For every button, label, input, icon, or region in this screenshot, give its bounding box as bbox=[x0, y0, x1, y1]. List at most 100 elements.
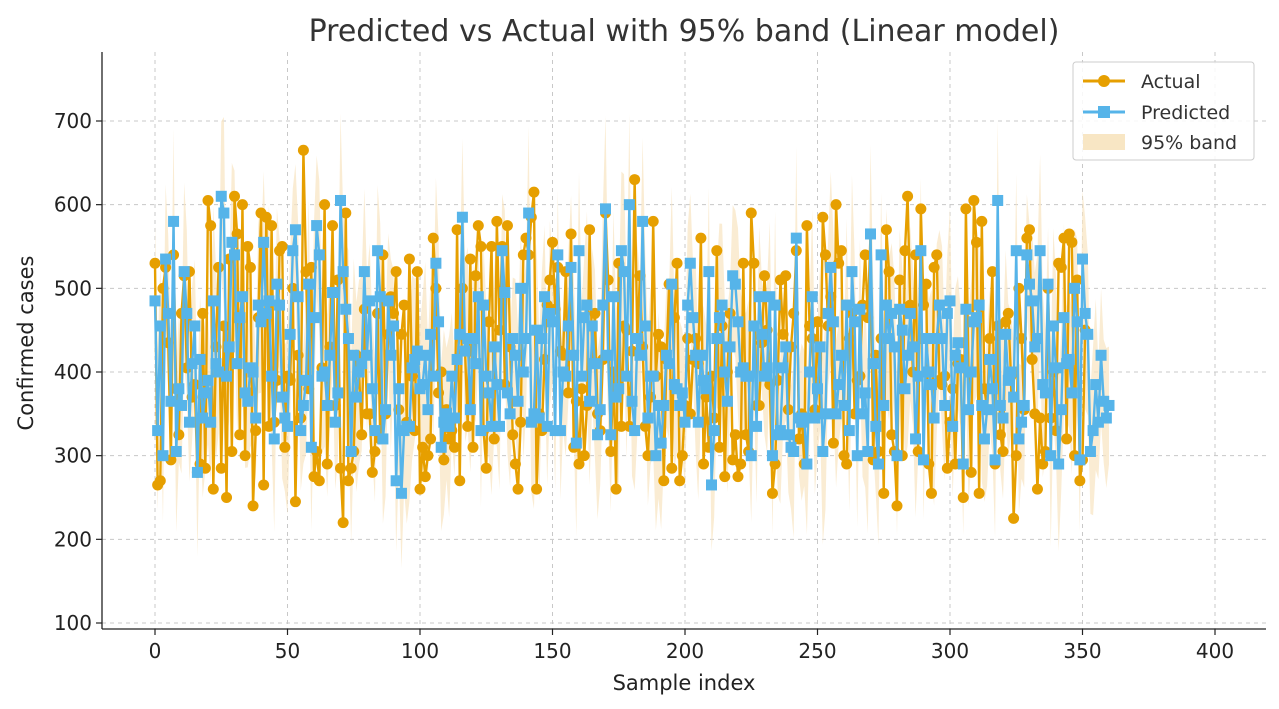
predicted-point bbox=[210, 358, 222, 370]
predicted-point bbox=[393, 383, 405, 395]
predicted-point bbox=[753, 291, 765, 303]
predicted-point bbox=[957, 458, 969, 470]
y-tick-label: 100 bbox=[54, 611, 92, 635]
predicted-point bbox=[830, 408, 842, 420]
actual-point bbox=[745, 207, 757, 219]
predicted-point bbox=[883, 333, 895, 345]
predicted-point bbox=[215, 190, 227, 202]
actual-point bbox=[1074, 475, 1086, 487]
predicted-point bbox=[838, 399, 850, 411]
actual-point bbox=[258, 479, 270, 491]
actual-point bbox=[994, 429, 1006, 441]
actual-point bbox=[398, 299, 410, 311]
actual-point bbox=[356, 429, 368, 441]
predicted-point bbox=[1021, 249, 1033, 261]
predicted-point bbox=[774, 425, 786, 437]
actual-point bbox=[1071, 274, 1083, 286]
predicted-point bbox=[202, 374, 214, 386]
axes bbox=[101, 52, 1266, 630]
predicted-point bbox=[512, 395, 524, 407]
predicted-point bbox=[1042, 278, 1054, 290]
predicted-point bbox=[284, 328, 296, 340]
actual-point bbox=[427, 232, 439, 244]
predicted-point bbox=[329, 416, 341, 428]
actual-point bbox=[576, 383, 588, 395]
actual-point bbox=[891, 500, 903, 512]
predicted-point bbox=[918, 454, 929, 466]
predicted-point bbox=[854, 303, 866, 315]
x-tick-label: 50 bbox=[275, 639, 300, 663]
actual-point bbox=[197, 307, 209, 319]
predicted-point bbox=[610, 391, 622, 403]
predicted-point bbox=[960, 303, 972, 315]
predicted-point bbox=[756, 328, 768, 340]
predicted-point bbox=[878, 399, 890, 411]
x-tick-label: 300 bbox=[931, 639, 969, 663]
actual-point bbox=[1055, 261, 1067, 273]
predicted-point bbox=[395, 487, 407, 499]
legend-actual-label: Actual bbox=[1141, 71, 1201, 93]
predicted-point bbox=[1047, 320, 1059, 332]
actual-point bbox=[335, 462, 346, 474]
predicted-point bbox=[963, 404, 975, 416]
actual-point bbox=[202, 194, 214, 206]
actual-point bbox=[759, 270, 770, 282]
actual-point bbox=[250, 425, 262, 437]
predicted-point bbox=[552, 249, 564, 261]
predicted-point bbox=[986, 383, 998, 395]
predicted-point bbox=[441, 408, 452, 420]
predicted-point bbox=[523, 207, 535, 219]
predicted-point bbox=[308, 312, 320, 324]
predicted-point bbox=[480, 370, 492, 382]
predicted-point bbox=[560, 370, 572, 382]
predicted-point bbox=[801, 458, 813, 470]
predicted-point bbox=[390, 475, 402, 487]
predicted-point bbox=[806, 291, 818, 303]
actual-point bbox=[462, 420, 474, 432]
predicted-point bbox=[191, 466, 203, 478]
legend-predicted-marker bbox=[1098, 106, 1110, 118]
predicted-point bbox=[867, 358, 879, 370]
predicted-point bbox=[713, 312, 725, 324]
predicted-point bbox=[234, 312, 246, 324]
predicted-point bbox=[456, 211, 468, 223]
predicted-point bbox=[682, 299, 694, 311]
actual-point bbox=[610, 483, 622, 495]
predicted-point bbox=[912, 370, 924, 382]
predicted-point bbox=[902, 349, 914, 361]
actual-point bbox=[366, 466, 378, 478]
predicted-point bbox=[443, 420, 455, 432]
predicted-point bbox=[769, 299, 781, 311]
actual-point bbox=[565, 228, 577, 240]
actual-point bbox=[684, 408, 696, 420]
predicted-point bbox=[857, 408, 869, 420]
predicted-point bbox=[313, 249, 325, 261]
predicted-point bbox=[766, 450, 778, 462]
predicted-point bbox=[1050, 362, 1062, 374]
actual-point bbox=[419, 471, 431, 483]
predicted-point bbox=[1095, 349, 1107, 361]
actual-point bbox=[695, 232, 707, 244]
predicted-point bbox=[433, 316, 445, 328]
predicted-point bbox=[695, 349, 707, 361]
predicted-point bbox=[154, 320, 166, 332]
predicted-point bbox=[933, 299, 945, 311]
predicted-point bbox=[488, 341, 500, 353]
predicted-point bbox=[1055, 404, 1067, 416]
predicted-point bbox=[629, 425, 641, 437]
actual-point bbox=[894, 274, 906, 286]
predicted-point bbox=[886, 307, 898, 319]
actual-point bbox=[364, 408, 376, 420]
predicted-point bbox=[915, 245, 927, 257]
actual-point bbox=[154, 475, 166, 487]
actual-point bbox=[719, 471, 731, 483]
actual-point bbox=[507, 429, 519, 441]
actual-point bbox=[1010, 450, 1022, 462]
predicted-point bbox=[472, 291, 484, 303]
predicted-point bbox=[162, 307, 174, 319]
predicted-point bbox=[374, 291, 386, 303]
predicted-point bbox=[600, 203, 611, 215]
actual-point bbox=[700, 391, 712, 403]
predicted-point bbox=[666, 278, 678, 290]
predicted-point bbox=[554, 425, 566, 437]
